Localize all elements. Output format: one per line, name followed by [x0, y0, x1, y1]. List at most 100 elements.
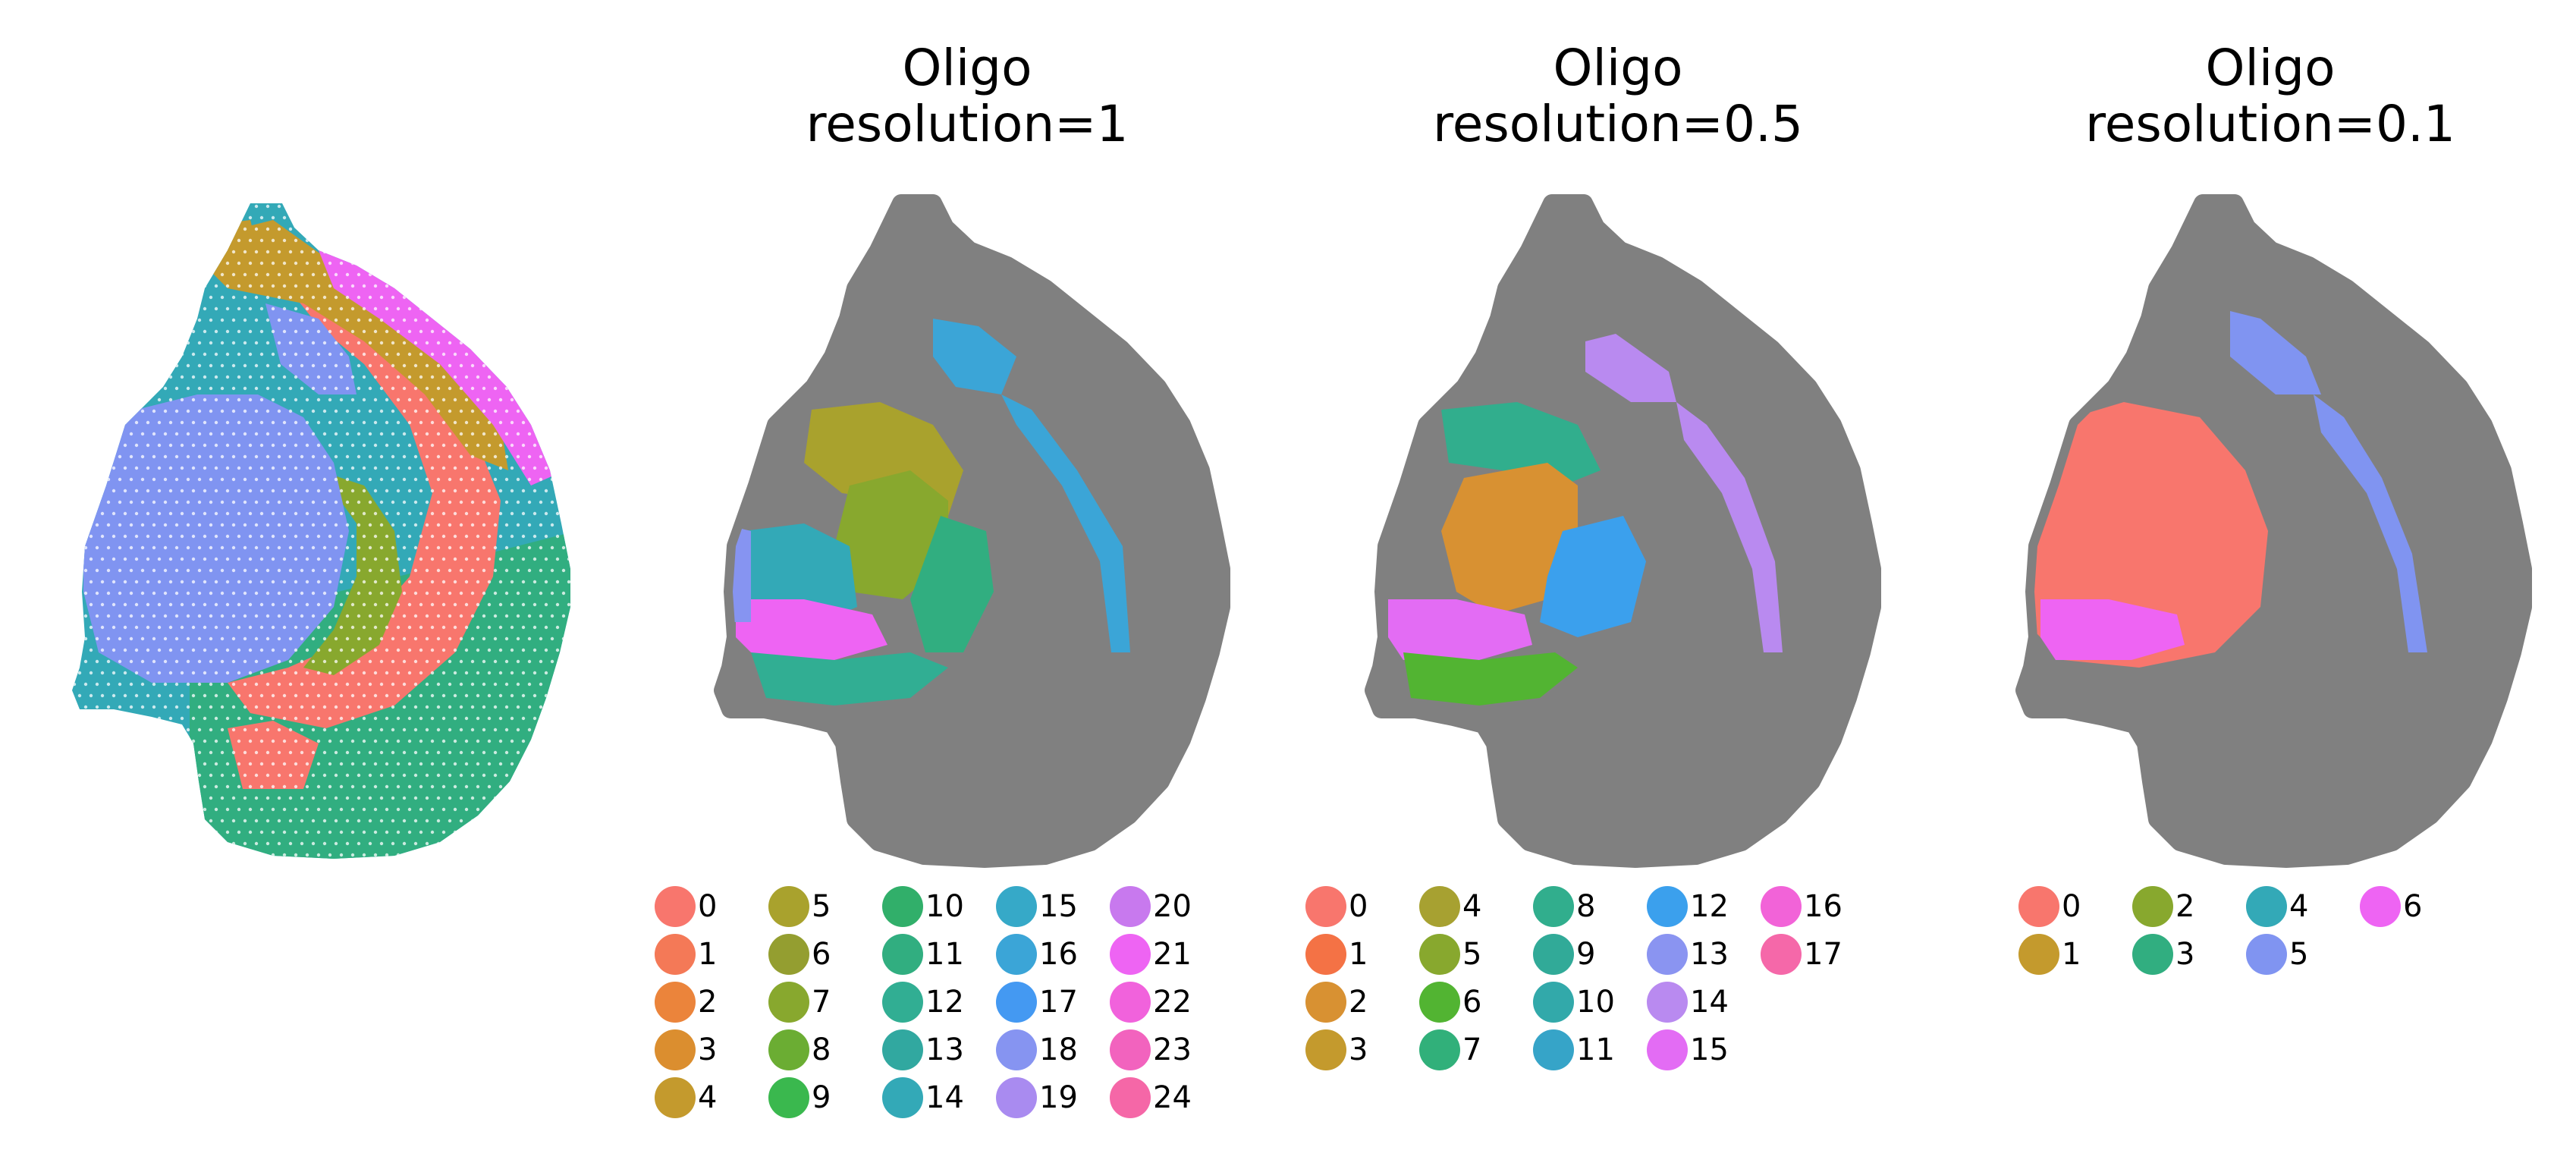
spot [544, 534, 548, 539]
spot [237, 215, 241, 220]
spot [191, 762, 196, 766]
spot [259, 420, 264, 425]
spot [83, 341, 88, 345]
spot [180, 625, 184, 630]
spot [271, 648, 275, 652]
spot [118, 409, 122, 413]
spot [95, 591, 99, 596]
spot [225, 238, 230, 243]
spot [539, 500, 543, 504]
spot [498, 534, 503, 539]
spot [345, 636, 350, 641]
spot [521, 352, 526, 357]
spot [118, 318, 122, 322]
spot [214, 215, 218, 220]
spot [385, 762, 389, 766]
spot [498, 215, 503, 220]
spot [322, 773, 327, 778]
spot [186, 227, 190, 231]
legend-swatch [1305, 1029, 1346, 1070]
legend-label: 17 [1039, 985, 1078, 1020]
spot [345, 750, 350, 755]
spot [191, 352, 196, 357]
legend-swatch [1110, 1077, 1151, 1118]
spot [129, 227, 134, 231]
spot [521, 716, 526, 721]
spot [83, 432, 88, 436]
spot [231, 454, 236, 459]
spot [123, 557, 127, 561]
spot [316, 716, 321, 721]
spot [464, 534, 469, 539]
spot [419, 648, 423, 652]
spot [265, 636, 270, 641]
spot [436, 728, 441, 732]
spot [476, 648, 480, 652]
spot [152, 477, 156, 482]
spot [555, 215, 560, 220]
spot [243, 682, 247, 687]
spot [83, 409, 88, 413]
spot [510, 329, 514, 334]
spot [282, 534, 287, 539]
legend-item-18: 18 [996, 1029, 1078, 1070]
spot [106, 773, 111, 778]
spot [425, 318, 429, 322]
spot [561, 318, 566, 322]
spot [573, 296, 576, 299]
spot [197, 432, 202, 436]
spot [561, 386, 566, 391]
spot [254, 204, 259, 209]
spot [459, 819, 463, 823]
spot [134, 534, 139, 539]
spot [498, 693, 503, 698]
spot [532, 511, 537, 516]
region-pink-spots [228, 721, 319, 789]
spot [294, 238, 298, 243]
spot [464, 557, 469, 561]
spot [396, 261, 401, 266]
spot [550, 682, 554, 687]
spot [305, 830, 309, 834]
legend-label: 1 [2062, 937, 2081, 972]
spot [385, 807, 389, 812]
legend-item-24: 24 [1110, 1077, 1192, 1118]
spot [209, 272, 213, 277]
spot [448, 363, 452, 368]
spot [362, 784, 366, 789]
spot [453, 716, 457, 721]
spot [436, 819, 441, 823]
spot [282, 762, 287, 766]
spot [197, 454, 202, 459]
spot [413, 523, 418, 527]
spot [413, 409, 418, 413]
spot [191, 853, 196, 857]
spot [118, 750, 122, 755]
spot [396, 830, 401, 834]
spot [510, 284, 514, 288]
spot [322, 500, 327, 504]
spot [77, 398, 82, 402]
spot [362, 261, 366, 266]
spot [448, 454, 452, 459]
spot [357, 659, 361, 664]
legend-item-15: 15 [1647, 1029, 1729, 1070]
spot [567, 693, 570, 698]
spot [123, 352, 127, 357]
spot [197, 409, 202, 413]
spot [129, 659, 134, 664]
spot [146, 215, 150, 220]
spot [493, 614, 498, 618]
spot [453, 830, 457, 834]
spot [157, 557, 162, 561]
spot [413, 318, 418, 322]
spot [532, 557, 537, 561]
spot [579, 467, 582, 470]
spot [362, 511, 366, 516]
spot [186, 614, 190, 618]
spot [573, 228, 576, 231]
spot [225, 443, 230, 448]
spot [254, 363, 259, 368]
spot [231, 432, 236, 436]
spot [539, 363, 543, 368]
